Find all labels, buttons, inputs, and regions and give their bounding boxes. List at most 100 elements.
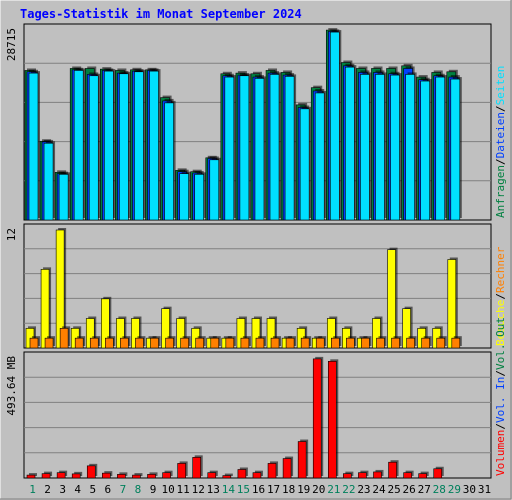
bar-pages-day-21	[329, 30, 342, 221]
bar-kbytes-day-2-body	[41, 473, 51, 479]
bar-pages-day-28-body	[435, 76, 446, 221]
x-tick-label: 5	[89, 483, 96, 496]
bar-kbytes-day-6-body	[102, 472, 111, 479]
x-tick-label: 13	[207, 483, 220, 496]
bar-sites-day-2	[44, 336, 56, 349]
bar-kbytes-day-1-shadow	[29, 473, 37, 476]
bar-kbytes-day-28	[433, 466, 444, 479]
bar-kbytes-day-9	[147, 472, 158, 479]
bar-pages-day-25-body	[390, 74, 400, 221]
bar-sites-day-15-body	[240, 337, 250, 349]
bar-sites-day-14	[225, 336, 236, 349]
bar-pages-day-17	[269, 72, 282, 221]
bar-sites-day-8	[135, 336, 146, 349]
bar-sites-day-4	[74, 336, 86, 349]
x-tick-label: 24	[372, 483, 386, 496]
bar-sites-day-20-body	[315, 337, 325, 349]
bar-kbytes-day-23-body	[358, 472, 367, 479]
bar-sites-day-23-body	[361, 337, 370, 349]
bar-kbytes-day-5	[86, 463, 98, 479]
bar-sites-day-27-body	[421, 337, 430, 349]
bar-sites-day-17	[270, 336, 282, 349]
x-tick-label: 28	[433, 483, 446, 496]
bar-sites-day-19-body	[300, 337, 310, 349]
bar-pages-day-29	[450, 77, 462, 221]
bar-sites-day-20	[315, 336, 327, 349]
bar-kbytes-day-8-shadow	[134, 473, 143, 476]
bar-pages-day-12-body	[194, 174, 205, 221]
bar-pages-day-8-body	[134, 71, 144, 221]
bar-sites-day-19	[300, 336, 312, 349]
bar-visits-day-25	[387, 247, 398, 349]
bar-pages-day-19-body	[299, 108, 310, 221]
bar-pages-day-20	[314, 90, 327, 221]
x-tick-label: 21	[327, 483, 340, 496]
bar-kbytes-day-15	[237, 467, 248, 479]
bar-pages-day-19	[299, 106, 312, 221]
x-tick-label: 1	[29, 483, 36, 496]
bar-kbytes-day-25	[388, 460, 399, 479]
x-tick-label: 2	[44, 483, 51, 496]
bar-kbytes-day-17-body	[267, 463, 277, 479]
bar-pages-day-17-body	[269, 74, 280, 221]
bar-kbytes-day-10-body	[162, 472, 171, 479]
bar-kbytes-day-8-body	[132, 474, 141, 479]
bar-kbytes-day-18	[282, 456, 294, 479]
bar-pages-day-4-body	[73, 70, 84, 221]
bar-sites-day-28-body	[436, 337, 446, 349]
bar-sites-day-18	[285, 336, 297, 349]
bar-sites-day-9-body	[150, 337, 159, 349]
bar-kbytes-day-20-body	[312, 358, 322, 479]
bar-pages-day-25	[390, 73, 402, 221]
bar-kbytes-day-4-body	[71, 473, 81, 479]
bar-sites-day-7	[120, 336, 131, 349]
bar-kbytes-day-3-body	[56, 472, 66, 479]
bar-kbytes-day-15-body	[237, 469, 247, 479]
bar-sites-day-11	[180, 336, 191, 349]
bar-kbytes-day-21	[327, 359, 339, 479]
bar-pages-day-5-body	[88, 75, 99, 221]
bar-pages-day-22	[345, 65, 357, 221]
bar-pages-day-12	[194, 172, 206, 221]
legend-separator: /	[494, 370, 507, 377]
x-tick-label: 29	[448, 483, 461, 496]
bar-kbytes-day-27	[418, 471, 429, 479]
bar-pages-day-16-body	[254, 78, 265, 221]
bar-pages-day-13	[209, 157, 221, 221]
bar-sites-day-5	[89, 336, 101, 349]
x-tick-label: 10	[161, 483, 174, 496]
bar-pages-day-11-body	[179, 173, 189, 221]
bar-visits-day-29	[447, 257, 458, 349]
bar-sites-day-12	[195, 336, 206, 349]
x-tick-label: 3	[59, 483, 66, 496]
bar-kbytes-day-1-body	[26, 474, 36, 479]
bar-pages-day-26	[405, 72, 417, 221]
y-max-label: 28715	[5, 28, 18, 61]
bar-kbytes-day-12	[192, 455, 203, 479]
bar-pages-day-7	[119, 71, 131, 221]
bar-sites-day-29	[451, 336, 462, 349]
bar-pages-day-6-body	[104, 70, 114, 221]
bar-pages-day-10-body	[164, 102, 174, 221]
bar-kbytes-day-19	[297, 439, 309, 479]
bar-sites-day-24-body	[376, 337, 385, 349]
bar-kbytes-day-1	[26, 473, 37, 479]
x-tick-label: 6	[105, 483, 112, 496]
bar-sites-day-25-body	[391, 337, 400, 349]
bar-pages-day-2	[43, 141, 56, 221]
x-tick-label: 11	[177, 483, 190, 496]
bar-pages-day-23	[360, 72, 372, 221]
bar-pages-day-15-body	[239, 75, 250, 221]
bar-pages-day-3-body	[58, 174, 69, 221]
x-tick-label: 31	[478, 483, 491, 496]
bar-pages-day-16	[254, 76, 266, 221]
bar-kbytes-day-4	[71, 471, 83, 479]
bar-pages-day-29-body	[450, 78, 461, 221]
bar-sites-day-18-body	[285, 337, 295, 349]
bar-sites-day-29-body	[451, 337, 461, 349]
bar-kbytes-day-17	[267, 461, 279, 479]
bar-pages-day-5	[88, 73, 101, 221]
bar-sites-day-11-body	[180, 337, 189, 349]
bar-sites-day-15	[240, 336, 251, 349]
